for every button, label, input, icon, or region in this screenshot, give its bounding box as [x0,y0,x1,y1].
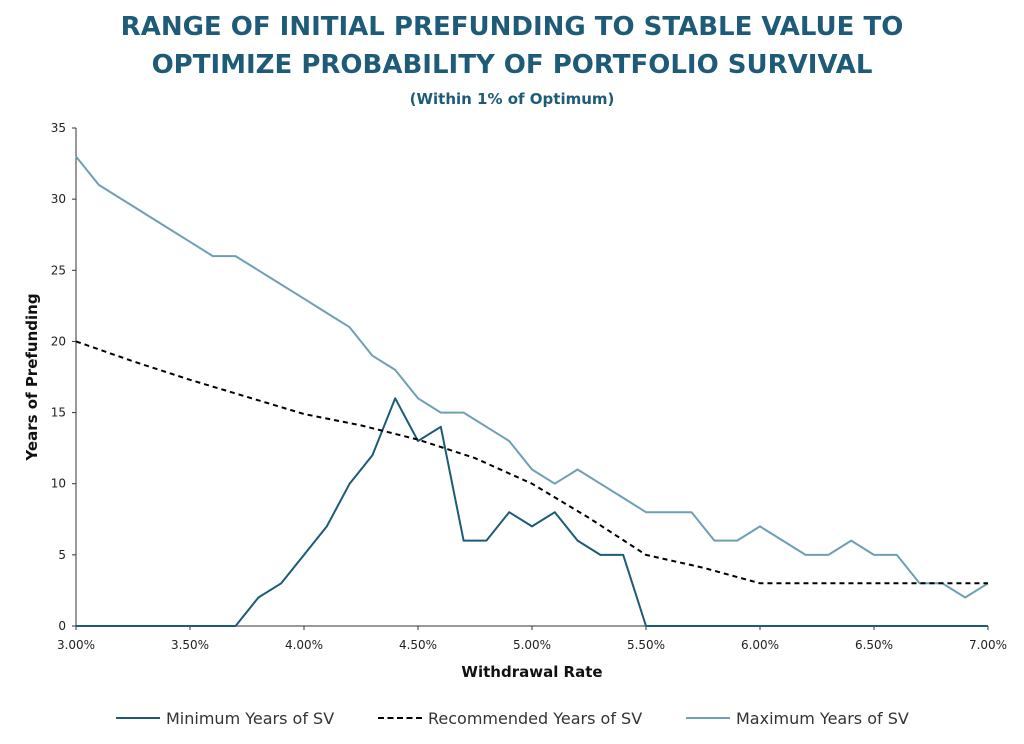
y-tick-label: 25 [51,263,66,277]
legend-swatch-minimum [116,717,160,719]
chart-subtitle: (Within 1% of Optimum) [409,90,615,108]
x-tick-label: 6.00% [741,638,779,652]
x-tick-label: 3.00% [57,638,95,652]
y-tick-label: 35 [51,121,66,135]
series-layer [75,155,989,627]
y-tick-label: 5 [58,548,66,562]
y-axis-label: Years of Prefunding [23,293,41,461]
legend-label-minimum: Minimum Years of SV [166,708,335,728]
x-tick-label: 7.00% [969,638,1007,652]
series-recommended-line [75,340,988,585]
legend-swatch-recommended [378,717,422,719]
x-tick-label: 3.50% [171,638,209,652]
y-tick-label: 30 [51,192,66,206]
x-tick-label: 6.50% [855,638,893,652]
x-axis-label: Withdrawal Rate [461,663,602,681]
legend: Minimum Years of SV Recommended Years of… [0,704,1024,732]
chart-title-line2: OPTIMIZE PROBABILITY OF PORTFOLIO SURVIV… [151,50,873,80]
x-tick-label: 4.00% [285,638,323,652]
x-tick-label: 5.00% [513,638,551,652]
chart-title-line1: RANGE OF INITIAL PREFUNDING TO STABLE VA… [120,12,904,42]
legend-label-recommended: Recommended Years of SV [428,708,643,728]
series-minimum-line [76,397,988,627]
legend-swatch-maximum [686,717,730,719]
legend-item-maximum: Maximum Years of SV [686,704,909,732]
y-tick-label: 20 [51,334,66,348]
legend-label-maximum: Maximum Years of SV [736,708,909,728]
legend-item-minimum: Minimum Years of SV [116,704,334,732]
x-tick-label: 5.50% [627,638,665,652]
axes: 0 5 10 15 20 25 30 35 3.00% 3.50% 4.00% 4.50% 5.00% 5… [51,121,1007,652]
legend-item-recommended: Recommended Years of SV [378,704,642,732]
y-tick-label: 15 [51,406,66,420]
x-tick-label: 4.50% [399,638,437,652]
y-tick-label: 0 [58,619,66,633]
y-tick-label: 10 [51,477,66,491]
series-maximum-line [75,155,989,599]
